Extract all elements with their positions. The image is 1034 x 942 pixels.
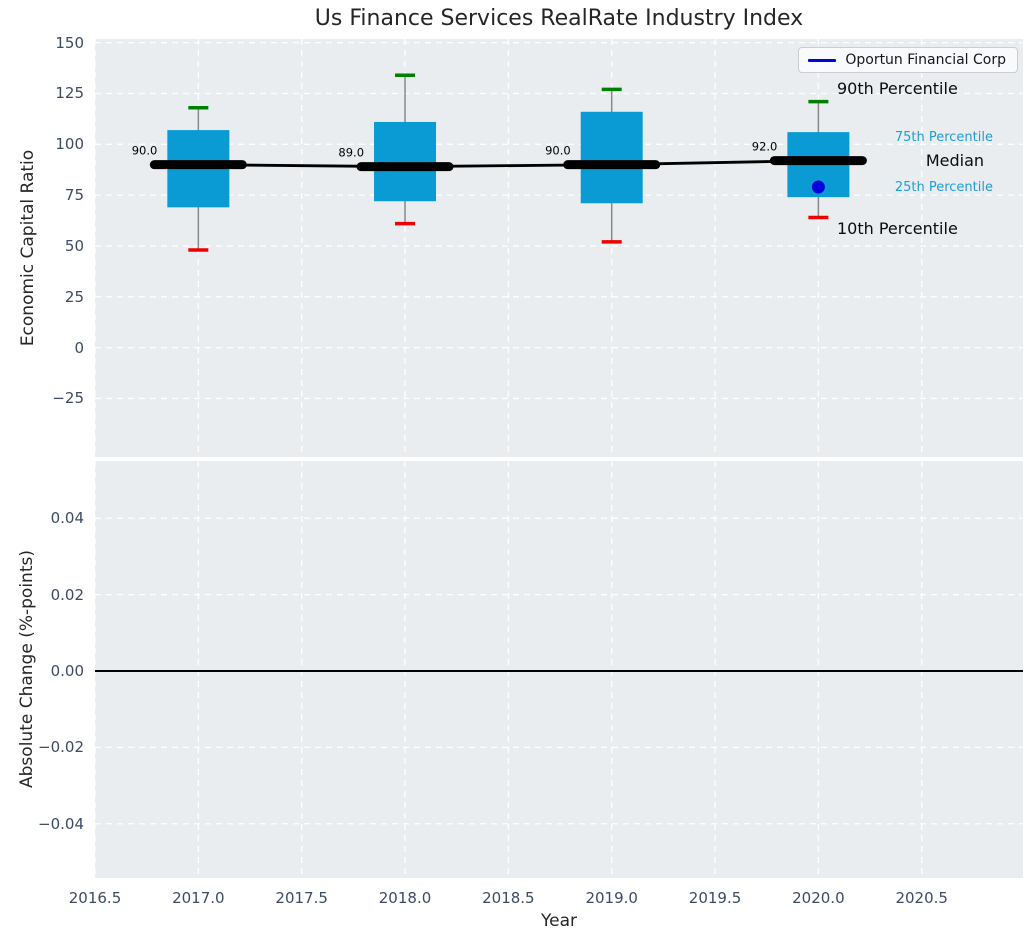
legend-line-swatch: [808, 58, 837, 62]
chart-title: Us Finance Services RealRate Industry In…: [314, 6, 804, 31]
x-tick-label: 2018.5: [482, 889, 535, 907]
top-y-tick-label: 125: [55, 84, 84, 103]
x-tick-label: 2016.5: [68, 889, 122, 907]
top-y-tick-label: 150: [55, 33, 84, 52]
company-point: [811, 180, 825, 194]
iqr-box: [374, 121, 437, 202]
bottom-y-tick-label: −0.02: [38, 738, 84, 757]
percentile-annotation: 90th Percentile: [836, 79, 958, 99]
x-tick-label: 2020.0: [792, 889, 845, 907]
median-value-label: 89.0: [338, 146, 364, 160]
x-tick-label: 2019.0: [585, 889, 638, 907]
median-line: [198, 159, 819, 169]
legend-label: Oportun Financial Corp: [845, 52, 1006, 68]
percentile-annotation: 75th Percentile: [894, 130, 993, 146]
top-y-tick-label: 100: [55, 135, 84, 154]
x-tick-label: 2019.5: [688, 889, 742, 907]
top-y-tick-label: 75: [64, 186, 84, 205]
legend: Oportun Financial Corp: [798, 47, 1018, 73]
iqr-box: [580, 111, 643, 204]
bottom-y-tick-label: 0.04: [50, 509, 84, 528]
x-axis-label: Year: [541, 911, 577, 931]
percentile-annotation: 25th Percentile: [894, 180, 993, 196]
x-tick-label: 2018.0: [378, 889, 432, 907]
top-plot: 90.0 89.0 90.0 92.0: [95, 39, 1023, 457]
top-y-tick-label: 50: [64, 236, 84, 255]
x-tick-label: 2020.5: [895, 889, 948, 907]
percentile-annotation: 10th Percentile: [836, 218, 958, 238]
x-tick-label: 2017.0: [172, 889, 225, 907]
bottom-y-tick-label: 0.00: [50, 662, 84, 681]
median-value-label: 92.0: [752, 140, 778, 154]
median-value-label: 90.0: [132, 144, 158, 158]
top-y-tick-label: −25: [52, 389, 84, 408]
bottom-y-tick-label: −0.04: [38, 814, 84, 833]
x-tick-label: 2017.5: [275, 889, 328, 907]
bottom-plot: [95, 461, 1023, 878]
top-y-tick-label: 0: [74, 338, 84, 357]
top-y-tick-label: 25: [64, 287, 84, 306]
percentile-annotation: Median: [925, 150, 985, 170]
median-value-label: 90.0: [545, 144, 571, 158]
bottom-y-tick-label: 0.02: [50, 585, 84, 604]
